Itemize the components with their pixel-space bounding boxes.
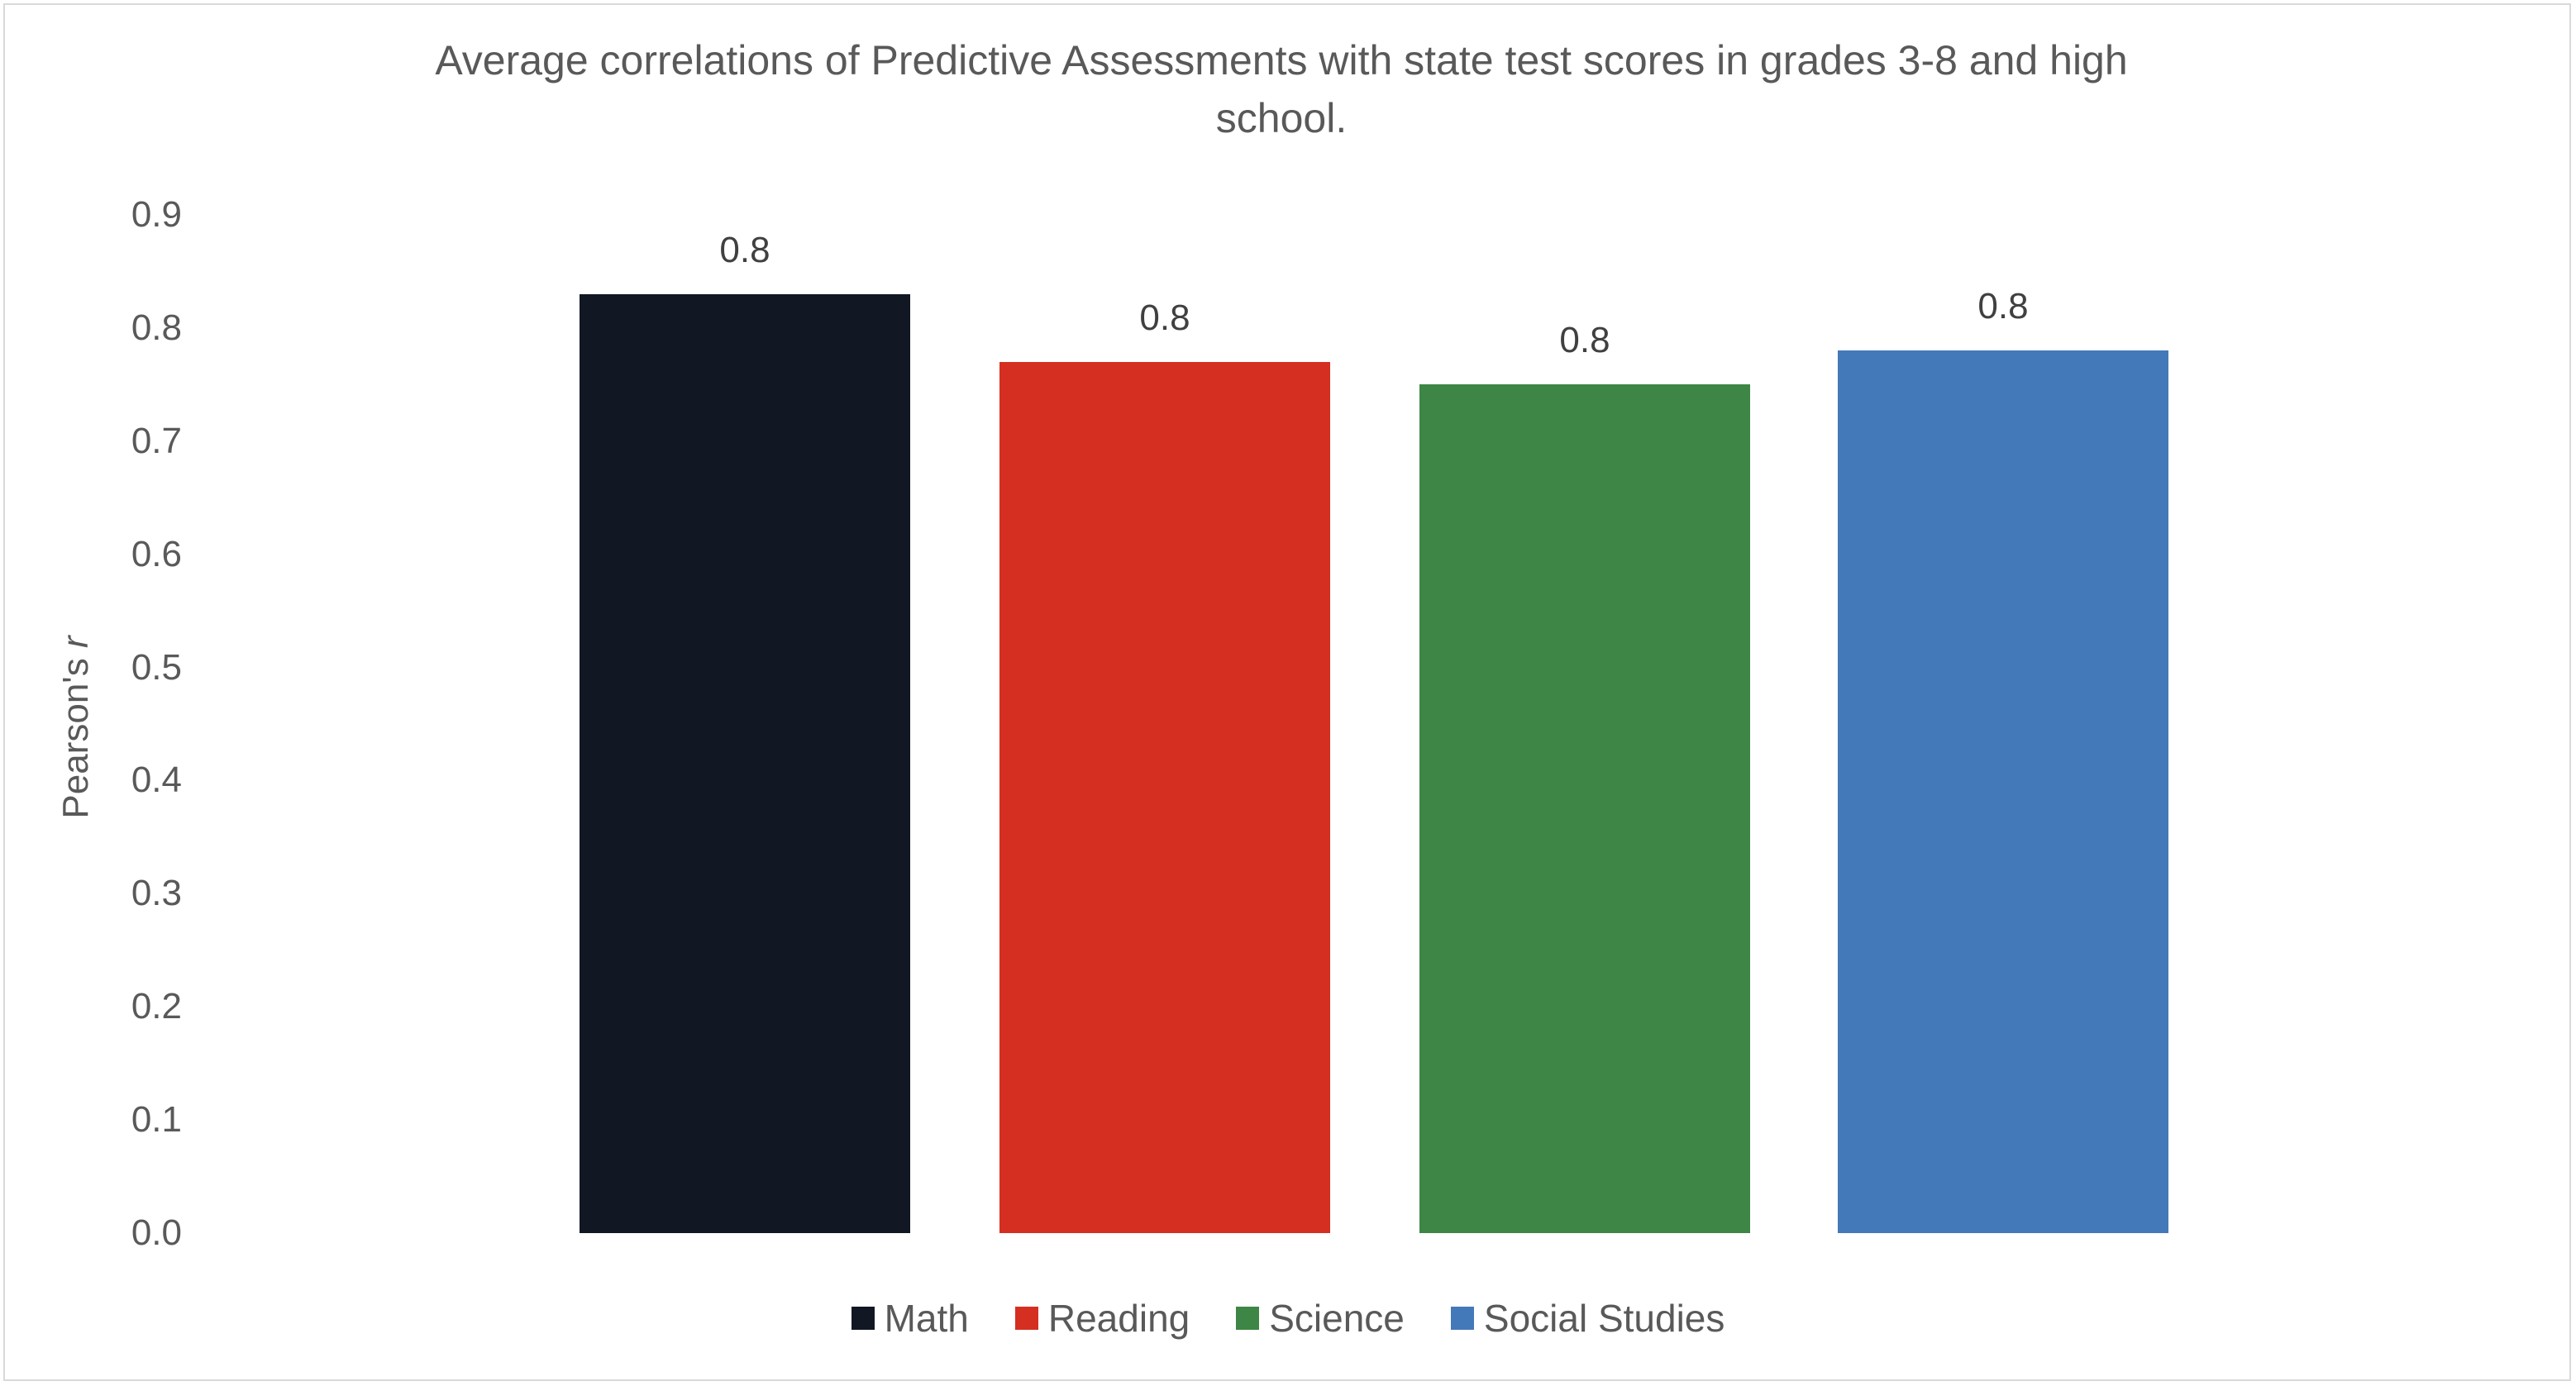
chart-title: Average correlations of Predictive Asses… bbox=[248, 31, 2315, 147]
legend-label-science: Science bbox=[1269, 1297, 1405, 1340]
legend-label-reading: Reading bbox=[1047, 1297, 1190, 1340]
data-label-math: 0.8 bbox=[719, 229, 770, 270]
legend-item-reading: Reading bbox=[1014, 1296, 1190, 1341]
y-tick-label: 0.8 bbox=[131, 307, 182, 348]
legend-item-science: Science bbox=[1236, 1296, 1405, 1341]
data-label-reading: 0.8 bbox=[1139, 297, 1190, 338]
legend-label-social-studies: Social Studies bbox=[1483, 1297, 1725, 1340]
legend-label-math: Math bbox=[884, 1297, 969, 1340]
y-tick-label: 0.6 bbox=[131, 533, 182, 574]
legend-swatch-math bbox=[851, 1307, 875, 1330]
legend-item-social-studies: Social Studies bbox=[1450, 1296, 1725, 1341]
y-tick-label: 0.1 bbox=[131, 1099, 182, 1141]
bar-social-studies bbox=[1838, 350, 2168, 1233]
legend-swatch-science bbox=[1236, 1307, 1260, 1330]
legend-swatch-social-studies bbox=[1450, 1307, 1474, 1330]
bar-math bbox=[580, 293, 910, 1233]
y-tick-label: 0.4 bbox=[131, 760, 182, 801]
bar-science bbox=[1419, 384, 1750, 1233]
y-tick-label: 0.0 bbox=[131, 1212, 182, 1253]
data-label-social-studies: 0.8 bbox=[1977, 286, 2029, 327]
y-tick-label: 0.7 bbox=[131, 420, 182, 461]
chart-title-line-1: Average correlations of Predictive Asses… bbox=[435, 37, 2128, 83]
y-tick-label: 0.5 bbox=[131, 646, 182, 688]
legend-swatch-reading bbox=[1014, 1307, 1038, 1330]
y-tick-label: 0.2 bbox=[131, 986, 182, 1027]
y-tick-label: 0.3 bbox=[131, 873, 182, 914]
legend-item-math: Math bbox=[851, 1296, 969, 1341]
data-label-science: 0.8 bbox=[1559, 320, 1610, 361]
legend: Math Reading Science Social Studies bbox=[0, 1296, 2576, 1341]
y-tick-label: 0.9 bbox=[131, 194, 182, 235]
chart-title-line-2: school. bbox=[1215, 95, 1348, 141]
bar-reading bbox=[999, 361, 1330, 1233]
